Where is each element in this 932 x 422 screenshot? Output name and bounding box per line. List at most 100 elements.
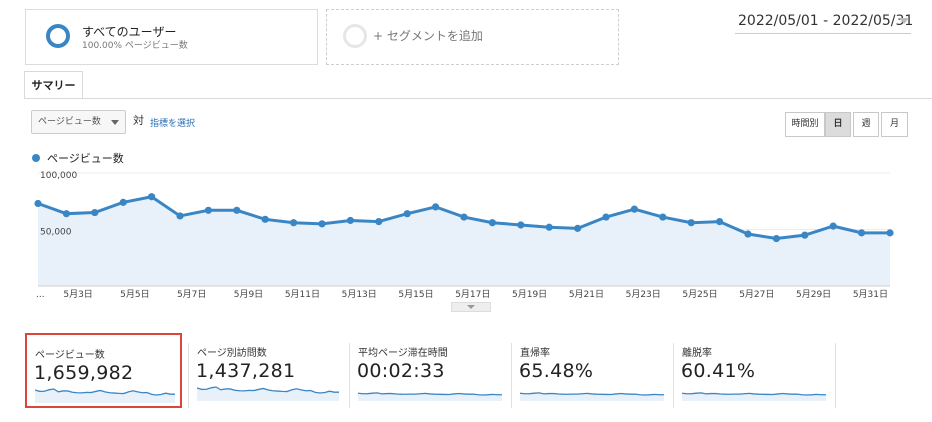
scorecard-pageviews[interactable]: ページビュー数 1,659,982	[25, 333, 182, 408]
data-point	[34, 199, 42, 208]
y-tick-label: 100,000	[40, 171, 77, 181]
x-tick-label: 5月3日	[63, 289, 92, 300]
scorecard-value: 65.48%	[519, 360, 594, 382]
data-point	[460, 213, 468, 221]
data-point	[858, 229, 866, 237]
data-point	[432, 203, 440, 211]
scorecard-bounce-rate[interactable]: 直帰率 65.48%	[512, 333, 672, 408]
x-tick-label: 5月31日	[853, 289, 888, 300]
card-divider	[188, 343, 189, 408]
data-point	[318, 220, 326, 228]
select-metric-link[interactable]: 指標を選択	[150, 119, 196, 129]
granularity-day-button[interactable]: 日	[825, 112, 851, 137]
add-segment-button[interactable]: + セグメントを追加	[326, 9, 619, 65]
card-divider	[349, 343, 350, 408]
scorecard-label: 離脱率	[682, 348, 712, 359]
sparkline-line	[520, 392, 664, 396]
scorecard-label: 直帰率	[520, 348, 550, 359]
data-point	[687, 219, 695, 227]
date-range-underline	[735, 33, 911, 34]
data-point	[886, 229, 894, 237]
pageview-chart: 100,000 50,000... 5月3日 5月5日 5月7日 5月9日 5月11日 5月1…	[34, 171, 894, 300]
metric-select-label: ページビュー数	[38, 117, 101, 127]
x-tick-label: 5月27日	[739, 289, 774, 300]
dropdown-arrow-icon	[111, 120, 119, 125]
data-point	[716, 217, 724, 226]
scorecard-sparkline	[358, 392, 502, 401]
data-point	[62, 210, 70, 218]
x-tick-label: 5月5日	[120, 289, 149, 300]
scorecard-value: 1,437,281	[196, 360, 296, 382]
sparkline-line	[358, 392, 502, 396]
data-point	[233, 206, 241, 214]
x-tick-label: 5月23日	[626, 289, 661, 300]
x-tick-label: 5月21日	[569, 289, 604, 300]
empty-segment-circle-icon	[343, 24, 367, 48]
chevron-down-icon[interactable]	[899, 18, 909, 24]
scorecard-label: 平均ページ滞在時間	[358, 348, 448, 359]
card-divider	[835, 343, 836, 408]
data-point	[772, 234, 781, 243]
data-point	[488, 219, 496, 227]
metric-select[interactable]: ページビュー数	[31, 110, 126, 134]
data-point	[801, 231, 809, 239]
segment-all-users[interactable]: すべてのユーザー 100.00% ページビュー数	[25, 9, 318, 65]
scorecard-avg-time[interactable]: 平均ページ滞在時間 00:02:33	[350, 333, 510, 408]
data-point	[176, 212, 184, 220]
data-point	[375, 217, 383, 226]
x-tick-label: 5月19日	[512, 289, 547, 300]
legend-label: ページビュー数	[47, 152, 124, 165]
sparkline-area	[682, 392, 826, 401]
scorecard-sparkline	[520, 392, 664, 401]
x-tick-label: ...	[36, 290, 45, 300]
data-point	[119, 198, 127, 206]
data-point	[545, 223, 553, 231]
data-point	[659, 213, 667, 221]
data-point	[290, 219, 298, 227]
x-tick-label: 5月13日	[342, 289, 377, 300]
sparkline-line	[197, 386, 339, 394]
card-divider	[511, 343, 512, 408]
legend-dot-icon	[32, 154, 40, 162]
sparkline-line	[682, 392, 826, 396]
x-tick-label: 5月9日	[234, 289, 263, 300]
x-tick-label: 5月25日	[682, 289, 717, 300]
data-point	[630, 205, 639, 213]
x-tick-label: 5月15日	[398, 289, 433, 300]
segment-circle-icon	[46, 24, 70, 48]
sparkline-area	[520, 392, 664, 401]
x-tick-label: 5月11日	[285, 289, 320, 300]
scorecard-sparkline	[197, 386, 339, 401]
x-tick-label: 5月17日	[455, 289, 490, 300]
data-point	[744, 230, 752, 238]
tab-divider	[24, 98, 932, 99]
data-point	[346, 216, 354, 225]
date-range-picker[interactable]: 2022/05/01 - 2022/05/31	[738, 13, 914, 29]
chart-expand-handle[interactable]	[451, 302, 491, 312]
segment-title: すべてのユーザー	[82, 25, 177, 39]
data-point	[148, 193, 156, 201]
data-point	[204, 206, 212, 214]
granularity-hourly-button[interactable]: 時間別	[785, 112, 825, 137]
data-point	[91, 208, 99, 217]
scorecard-value: 1,659,982	[34, 362, 134, 384]
tab-summary[interactable]: サマリー	[24, 71, 83, 99]
x-tick-label: 5月29日	[796, 289, 831, 300]
versus-label: 対	[133, 114, 144, 127]
series-area	[38, 196, 890, 286]
granularity-month-button[interactable]: 月	[881, 112, 908, 137]
add-segment-label: + セグメントを追加	[373, 29, 483, 43]
data-point	[829, 222, 837, 230]
scorecard-value: 00:02:33	[357, 360, 445, 382]
data-point	[574, 224, 582, 232]
sparkline-area	[358, 392, 502, 401]
sparkline-line	[35, 388, 175, 396]
card-divider	[673, 343, 674, 408]
data-point	[517, 221, 525, 229]
granularity-week-button[interactable]: 週	[853, 112, 879, 137]
scorecard-sparkline	[682, 392, 826, 401]
data-point	[403, 210, 411, 218]
scorecard-exit-rate[interactable]: 離脱率 60.41%	[674, 333, 834, 408]
scorecard-sparkline	[35, 388, 175, 403]
scorecard-unique-pageviews[interactable]: ページ別訪問数 1,437,281	[189, 333, 347, 408]
